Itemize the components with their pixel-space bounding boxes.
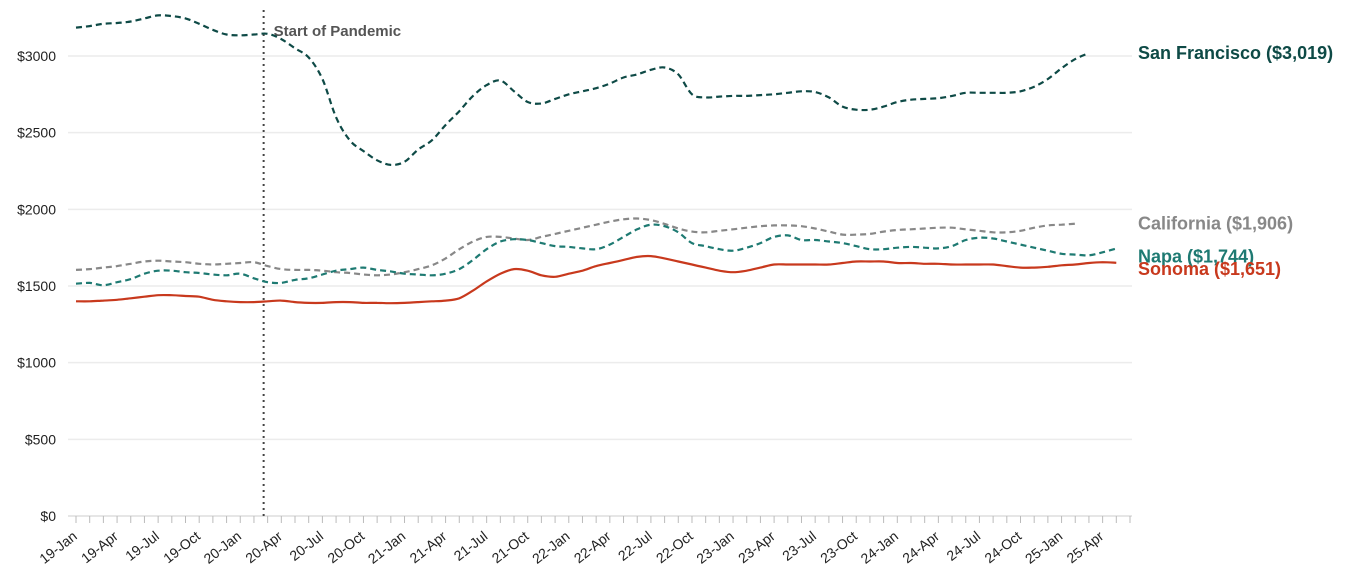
series-line-sonoma	[75, 254, 1117, 305]
y-tick-label: $0	[40, 508, 56, 524]
x-tick-label: 20-Oct	[324, 528, 367, 567]
x-tick-label: 23-Jul	[779, 528, 819, 564]
x-tick-label: 21-Jul	[451, 528, 491, 564]
end-label-sonoma: Sonoma ($1,651)	[1138, 259, 1281, 279]
x-tick-label: 22-Jan	[529, 528, 573, 567]
series-lines	[75, 14, 1117, 305]
y-tick-label: $2000	[17, 201, 56, 217]
x-tick-label: 21-Apr	[406, 528, 449, 567]
x-tick-label: 21-Jan	[365, 528, 409, 567]
x-tick-label: 20-Jul	[286, 528, 326, 564]
x-tick-label: 19-Oct	[160, 528, 203, 567]
x-tick-label: 22-Apr	[571, 528, 614, 567]
x-tick-label: 24-Oct	[981, 528, 1024, 567]
series-line-san-francisco	[75, 14, 1090, 167]
y-tick-label: $1000	[17, 355, 56, 371]
end-label-san-francisco: San Francisco ($3,019)	[1138, 43, 1333, 63]
x-tick-label: 22-Oct	[653, 528, 696, 567]
x-tick-label: 23-Apr	[735, 528, 778, 567]
x-tick-label: 24-Apr	[899, 528, 942, 567]
pandemic-marker-label: Start of Pandemic	[274, 23, 402, 40]
x-tick-label: 23-Oct	[817, 528, 860, 567]
x-tick-label: 25-Apr	[1063, 528, 1106, 567]
x-tick-label: 22-Jul	[615, 528, 655, 564]
x-tick-label: 24-Jul	[943, 528, 983, 564]
series-line-napa	[75, 223, 1117, 287]
series-end-labels: San Francisco ($3,019) California ($1,906…	[1138, 43, 1333, 279]
x-tick-label: 20-Apr	[242, 528, 285, 567]
series-line-california	[75, 217, 1076, 277]
gridlines	[68, 55, 1132, 441]
y-tick-labels: $0 $500 $1000 $1500 $2000 $2500 $3000	[17, 48, 56, 524]
y-tick-label: $500	[25, 431, 56, 447]
x-tick-label: 23-Jan	[693, 528, 737, 567]
x-tick-label: 21-Oct	[489, 528, 532, 567]
y-tick-label: $3000	[17, 48, 56, 64]
pandemic-marker: Start of Pandemic	[262, 10, 402, 516]
end-label-california: California ($1,906)	[1138, 214, 1293, 234]
end-label-napa: Napa ($1,744)	[1138, 247, 1254, 267]
x-tick-label: 20-Jan	[201, 528, 245, 567]
x-tick-label: 25-Jan	[1022, 528, 1066, 567]
x-tick-label: 19-Jul	[122, 528, 162, 564]
x-tick-label: 24-Jan	[858, 528, 902, 567]
x-tick-label: 19-Jan	[36, 528, 80, 567]
y-tick-label: $2500	[17, 125, 56, 141]
y-tick-label: $1500	[17, 278, 56, 294]
x-tick-label: 19-Apr	[78, 528, 121, 567]
